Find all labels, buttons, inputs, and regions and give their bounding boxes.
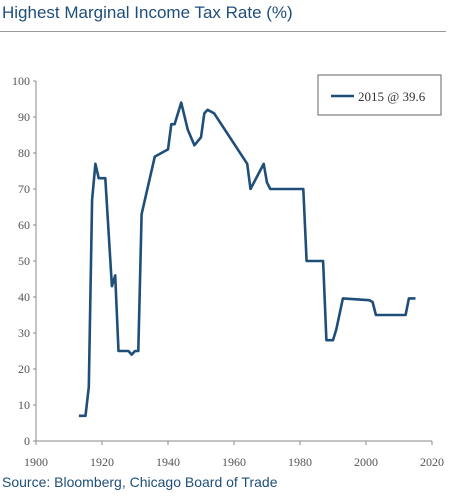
x-tick-label: 1920 [90, 455, 114, 469]
y-tick-label: 50 [18, 254, 30, 268]
series-line [78, 101, 416, 418]
title-divider [0, 31, 446, 32]
y-tick-label: 20 [18, 362, 30, 376]
y-tick-label: 60 [18, 218, 30, 232]
x-tick-label: 1980 [288, 455, 312, 469]
y-tick-label: 10 [18, 398, 30, 412]
chart-legend: 2015 @ 39.6 [317, 74, 442, 116]
x-tick-label: 1900 [24, 455, 48, 469]
x-tick-label: 2000 [354, 455, 378, 469]
chart-axes [33, 80, 433, 445]
source-note: Source: Bloomberg, Chicago Board of Trad… [2, 474, 278, 490]
y-axis-labels: 0 10 20 30 40 50 60 70 80 90 100 [12, 74, 30, 448]
y-tick-label: 30 [18, 326, 30, 340]
y-tick-label: 100 [12, 74, 30, 88]
x-axis-labels: 1900 1920 1940 1960 1980 2000 2020 [24, 455, 444, 469]
y-tick-label: 0 [24, 434, 30, 448]
x-tick-label: 2020 [420, 455, 444, 469]
chart-series [78, 101, 416, 418]
chart-title: Highest Marginal Income Tax Rate (%) [2, 3, 293, 22]
y-tick-label: 80 [18, 146, 30, 160]
y-tick-label: 90 [18, 110, 30, 124]
x-tick-label: 1960 [222, 455, 246, 469]
legend-label: 2015 @ 39.6 [358, 89, 426, 104]
x-tick-label: 1940 [156, 455, 180, 469]
y-tick-label: 40 [18, 290, 30, 304]
y-tick-label: 70 [18, 182, 30, 196]
